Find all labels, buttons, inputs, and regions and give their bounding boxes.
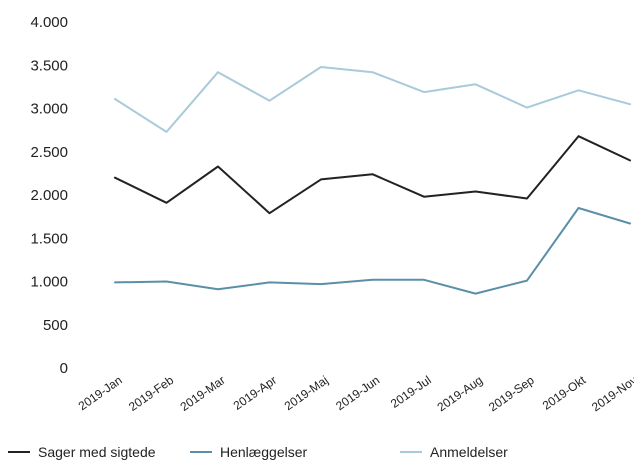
y-axis: 0 500 1.000 1.500 2.000 2.500 3.000 3.500 4.000 <box>30 14 68 377</box>
x-tick-label: 2019-Aug <box>435 373 486 414</box>
x-tick-label: 2019-Apr <box>231 373 279 413</box>
y-tick-label: 1.500 <box>30 230 68 247</box>
y-tick-label: 3.000 <box>30 101 68 118</box>
legend: Sager med sigtede Henlæggelser Anmeldelser <box>8 444 508 460</box>
y-tick-label: 500 <box>43 317 68 334</box>
legend-label: Sager med sigtede <box>38 444 156 460</box>
y-tick-label: 2.000 <box>30 187 68 204</box>
x-tick-label: 2019-Okt <box>540 373 589 413</box>
legend-label: Henlæggelser <box>220 444 307 460</box>
y-tick-label: 2.500 <box>30 144 68 161</box>
x-tick-label: 2019-Mar <box>178 373 228 414</box>
x-axis: 2019-Jan 2019-Feb 2019-Mar 2019-Apr 2019-Maj… <box>76 373 634 415</box>
x-tick-label: 2019-Jul <box>388 373 434 411</box>
x-tick-label: 2019-Maj <box>282 373 331 413</box>
series-line <box>114 207 631 295</box>
y-tick-label: 3.500 <box>30 57 68 74</box>
legend-label: Anmeldelser <box>430 444 508 460</box>
x-tick-label: 2019-Nov <box>589 373 634 414</box>
y-tick-label: 1.000 <box>30 274 68 291</box>
x-tick-label: 2019-Sep <box>486 373 537 415</box>
x-tick-label: 2019-Jun <box>333 373 382 413</box>
y-tick-label: 4.000 <box>30 14 68 31</box>
series-layer <box>114 66 631 295</box>
x-tick-label: 2019-Jan <box>76 373 125 413</box>
x-tick-label: 2019-Feb <box>126 373 176 414</box>
y-tick-label: 0 <box>60 360 68 377</box>
series-line <box>114 135 631 215</box>
series-line <box>114 66 631 133</box>
